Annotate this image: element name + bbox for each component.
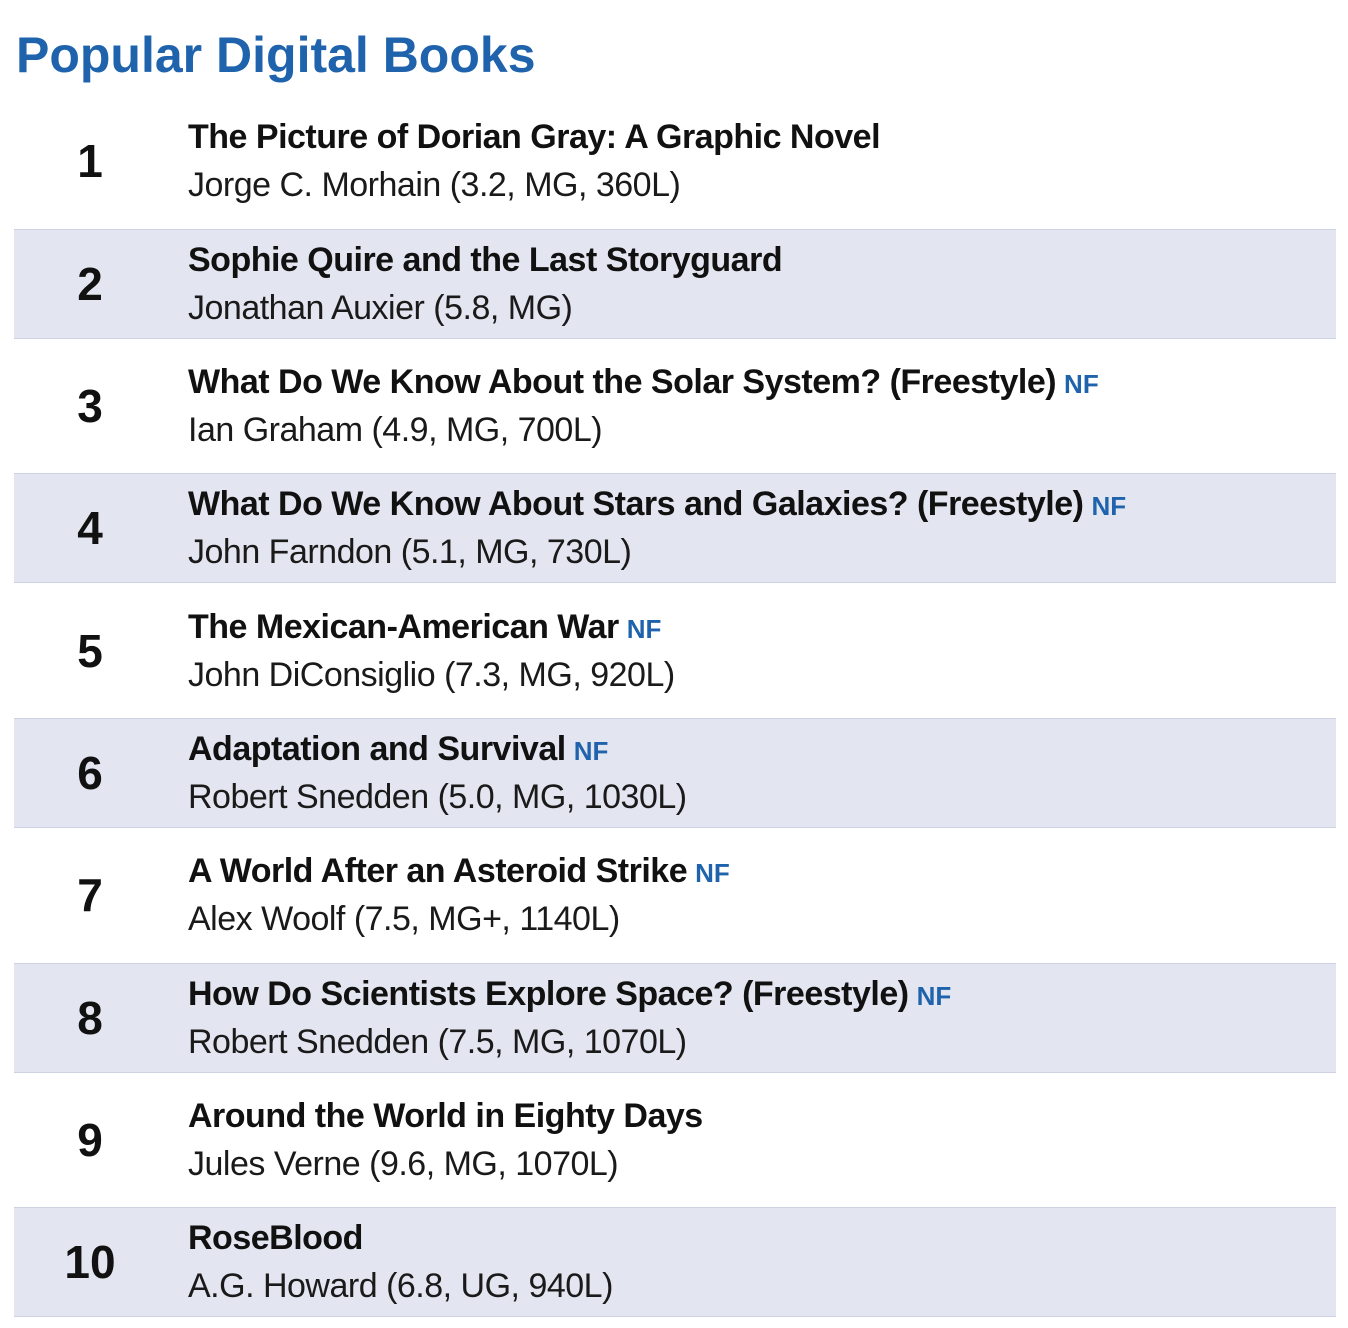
book-author: Jules Verne (9.6, MG, 1070L)	[188, 1145, 619, 1184]
book-row-9: 9 Around the World in Eighty Days Jules …	[14, 1079, 1336, 1202]
book-text: What Do We Know About Stars and Galaxies…	[188, 481, 1326, 575]
book-title-line: What Do We Know About the Solar System? …	[188, 359, 1326, 407]
book-rank: 4	[77, 502, 103, 555]
book-title: Around the World in Eighty Days	[188, 1097, 703, 1136]
book-text: Adaptation and Survival NF Robert Snedden…	[188, 726, 1326, 820]
book-title-line: What Do We Know About Stars and Galaxies…	[188, 481, 1326, 529]
book-text: Around the World in Eighty Days Jules Ve…	[188, 1093, 1326, 1187]
book-row-6: 6 Adaptation and Survival NF Robert Snedd…	[14, 718, 1336, 829]
book-title-line: Adaptation and Survival NF	[188, 726, 1326, 774]
book-title: A World After an Asteroid Strike	[188, 852, 688, 891]
book-rank: 2	[77, 257, 103, 310]
book-author: John Farndon (5.1, MG, 730L)	[188, 533, 632, 572]
book-rank: 3	[77, 380, 103, 433]
book-author: Ian Graham (4.9, MG, 700L)	[188, 411, 603, 450]
book-author: Robert Snedden (7.5, MG, 1070L)	[188, 1022, 687, 1061]
book-rank: 7	[77, 869, 103, 922]
book-title: The Picture of Dorian Gray: A Graphic No…	[188, 118, 881, 157]
book-title: The Mexican-American War	[188, 607, 619, 646]
book-rank: 10	[64, 1236, 116, 1289]
nonfiction-badge: NF	[626, 613, 662, 644]
book-text: RoseBlood A.G. Howard (6.8, UG, 940L)	[188, 1215, 1326, 1309]
page-title: Popular Digital Books	[16, 27, 536, 83]
book-row-8: 8 How Do Scientists Explore Space? (Free…	[14, 962, 1336, 1073]
book-text: Sophie Quire and the Last Storyguard Jon…	[188, 237, 1326, 331]
book-title: RoseBlood	[188, 1219, 363, 1258]
book-author: John DiConsiglio (7.3, MG, 920L)	[188, 655, 675, 694]
book-rank: 1	[77, 135, 103, 188]
nonfiction-badge: NF	[1064, 369, 1099, 400]
book-title: How Do Scientists Explore Space? (Freest…	[188, 974, 909, 1013]
nonfiction-badge: NF	[573, 736, 609, 767]
nonfiction-badge: NF	[916, 980, 952, 1011]
book-rank: 5	[77, 624, 103, 677]
book-rank: 8	[77, 991, 103, 1044]
book-author: Alex Woolf (7.5, MG+, 1140L)	[188, 900, 620, 939]
book-author: Robert Snedden (5.0, MG, 1030L)	[188, 778, 687, 817]
book-text: How Do Scientists Explore Space? (Freest…	[188, 971, 1326, 1065]
book-author: A.G. Howard (6.8, UG, 940L)	[188, 1267, 613, 1306]
book-text: What Do We Know About the Solar System? …	[188, 359, 1326, 453]
book-row-5: 5 The Mexican-American War NF John DiCons…	[14, 589, 1336, 712]
book-title-line: A World After an Asteroid Strike NF	[188, 848, 1326, 896]
book-author: Jonathan Auxier (5.8, MG)	[188, 288, 573, 327]
book-title-line: Around the World in Eighty Days	[188, 1093, 1326, 1141]
book-author: Jorge C. Morhain (3.2, MG, 360L)	[188, 166, 681, 205]
book-rank: 6	[77, 747, 103, 800]
book-title: What Do We Know About the Solar System? …	[188, 363, 1057, 402]
book-text: A World After an Asteroid Strike NF Alex …	[188, 848, 1326, 942]
book-row-2: 2 Sophie Quire and the Last Storyguard J…	[14, 228, 1336, 339]
book-row-1: 1 The Picture of Dorian Gray: A Graphic …	[14, 100, 1336, 223]
book-title: Sophie Quire and the Last Storyguard	[188, 240, 783, 279]
book-title-line: The Mexican-American War NF	[188, 604, 1326, 652]
book-list: 1 The Picture of Dorian Gray: A Graphic …	[14, 100, 1336, 1323]
book-row-3: 3 What Do We Know About the Solar System…	[14, 345, 1336, 468]
book-text: The Mexican-American War NF John DiConsig…	[188, 604, 1326, 698]
book-row-10: 10 RoseBlood A.G. Howard (6.8, UG, 940L)	[14, 1207, 1336, 1318]
book-title: Adaptation and Survival	[188, 730, 566, 769]
book-title-line: How Do Scientists Explore Space? (Freest…	[188, 971, 1326, 1019]
book-title-line: The Picture of Dorian Gray: A Graphic No…	[188, 114, 1326, 162]
book-title: What Do We Know About Stars and Galaxies…	[188, 485, 1084, 524]
book-row-7: 7 A World After an Asteroid Strike NF Ale…	[14, 834, 1336, 957]
book-rank: 9	[77, 1114, 103, 1167]
nonfiction-badge: NF	[1091, 491, 1127, 522]
book-row-4: 4 What Do We Know About Stars and Galaxi…	[14, 473, 1336, 584]
book-text: The Picture of Dorian Gray: A Graphic No…	[188, 114, 1326, 208]
book-title-line: Sophie Quire and the Last Storyguard	[188, 237, 1326, 285]
nonfiction-badge: NF	[695, 858, 730, 889]
book-title-line: RoseBlood	[188, 1215, 1326, 1263]
